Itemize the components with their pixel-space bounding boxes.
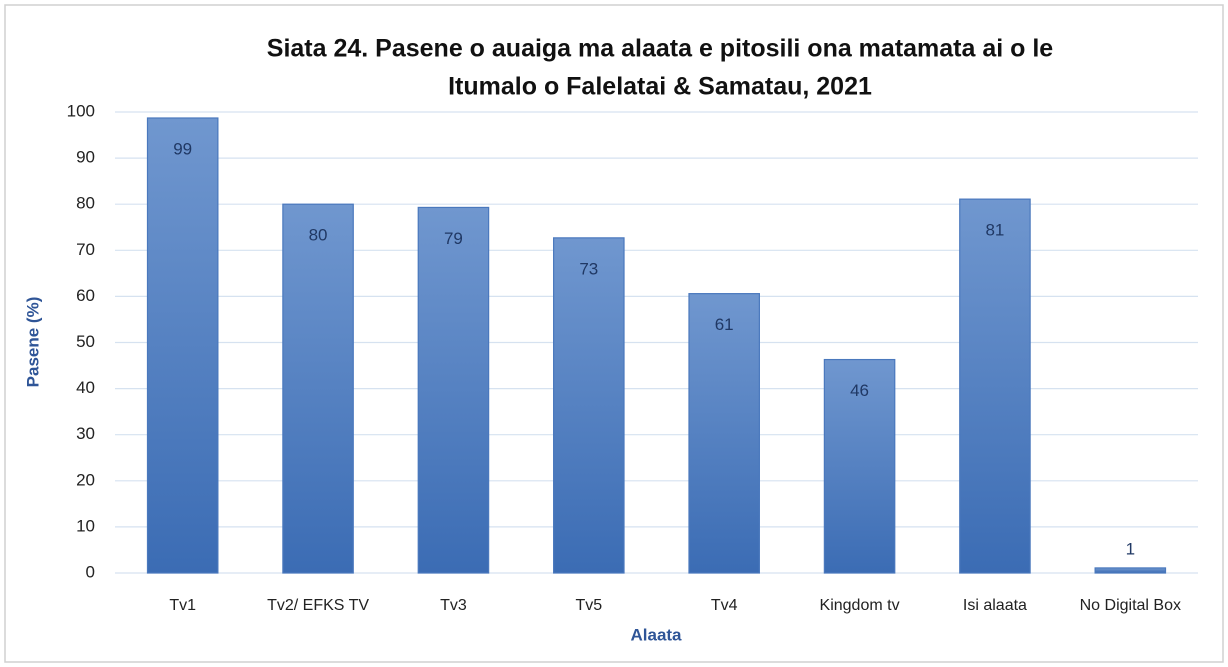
x-tick-label: Kingdom tv <box>820 597 900 614</box>
y-tick-label: 20 <box>76 470 95 489</box>
x-tick-label: No Digital Box <box>1080 597 1181 614</box>
data-label: 1 <box>1126 539 1135 558</box>
y-tick-label: 60 <box>76 286 95 305</box>
bar <box>688 293 760 574</box>
x-tick-label: Tv4 <box>711 597 738 614</box>
y-tick-label: 10 <box>76 516 95 535</box>
y-tick-label: 70 <box>76 240 95 259</box>
y-tick-label: 90 <box>76 148 95 167</box>
x-axis-title: Alaata <box>630 625 682 644</box>
data-label: 80 <box>309 226 328 245</box>
x-tick-label: Tv1 <box>169 597 196 614</box>
y-tick-label: 100 <box>67 101 95 120</box>
data-label: 79 <box>444 229 463 248</box>
y-tick-label: 30 <box>76 424 95 443</box>
bar <box>823 358 896 574</box>
x-tick-label: Isi alaata <box>963 597 1027 614</box>
bar <box>146 117 219 574</box>
data-label: 99 <box>173 139 192 158</box>
chart-title: Siata 24. Pasene o auaiga ma alaata e pi… <box>267 35 1054 63</box>
data-label: 61 <box>715 315 734 334</box>
y-tick-label: 0 <box>86 562 95 581</box>
y-tick-label: 50 <box>76 332 95 351</box>
y-tick-label: 40 <box>76 378 95 397</box>
bar <box>1094 567 1167 574</box>
data-label: 73 <box>579 259 598 278</box>
bar <box>553 237 625 574</box>
data-label: 46 <box>850 381 869 400</box>
bar <box>417 206 490 574</box>
x-tick-label: Tv2/ EFKS TV <box>267 597 369 614</box>
bar <box>959 198 1031 574</box>
y-axis-title: Pasene (%) <box>23 297 42 388</box>
y-tick-label: 80 <box>76 194 95 213</box>
chart-title: Itumalo o Falelatai & Samatau, 2021 <box>448 73 872 101</box>
bar <box>282 203 354 574</box>
x-tick-label: Tv3 <box>440 597 467 614</box>
x-tick-label: Tv5 <box>575 597 602 614</box>
data-label: 81 <box>985 221 1004 240</box>
